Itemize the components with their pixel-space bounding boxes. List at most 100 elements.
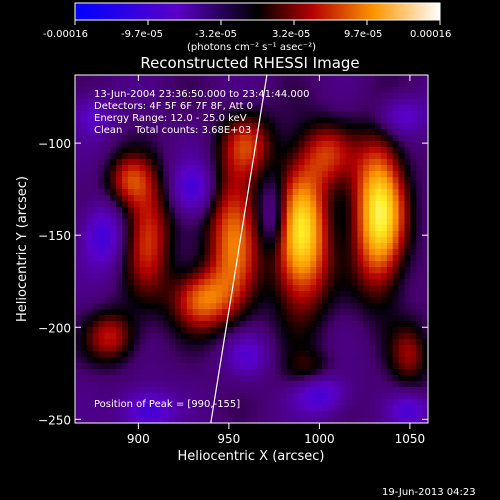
heatmap-cell bbox=[145, 297, 153, 304]
heatmap-cell bbox=[86, 87, 94, 94]
heatmap-cell bbox=[127, 315, 135, 322]
heatmap-cell bbox=[316, 123, 323, 130]
heatmap-cell bbox=[422, 399, 428, 406]
heatmap-cell bbox=[92, 219, 100, 226]
heatmap-cell bbox=[216, 411, 223, 418]
heatmap-cell bbox=[233, 327, 241, 334]
heatmap-cell bbox=[392, 345, 400, 352]
heatmap-cell bbox=[251, 399, 258, 406]
heatmap-cell bbox=[416, 297, 423, 304]
heatmap-cell bbox=[245, 375, 253, 382]
heatmap-cell bbox=[198, 183, 206, 190]
heatmap-cell bbox=[180, 189, 188, 196]
heatmap-cell bbox=[280, 393, 288, 400]
heatmap-cell bbox=[386, 249, 394, 256]
heatmap-cell bbox=[210, 99, 217, 106]
heatmap-cell bbox=[292, 141, 300, 148]
heatmap-cell bbox=[339, 357, 347, 364]
heatmap-cell bbox=[116, 141, 123, 148]
heatmap-cell bbox=[98, 345, 106, 352]
heatmap-cell bbox=[98, 147, 106, 154]
heatmap-cell bbox=[210, 321, 217, 328]
heatmap-cell bbox=[98, 201, 106, 208]
heatmap-cell bbox=[380, 303, 388, 310]
heatmap-cell bbox=[80, 273, 88, 280]
heatmap-cell bbox=[345, 285, 353, 292]
heatmap-cell bbox=[269, 387, 276, 394]
heatmap-cell bbox=[186, 75, 194, 82]
heatmap-cell bbox=[186, 249, 194, 256]
heatmap-cell bbox=[416, 129, 423, 136]
heatmap-cell bbox=[422, 195, 428, 202]
heatmap-cell bbox=[375, 201, 382, 208]
heatmap-cell bbox=[92, 237, 100, 244]
heatmap-cell bbox=[110, 273, 117, 280]
heatmap-cell bbox=[292, 105, 300, 112]
heatmap-cell bbox=[75, 387, 82, 394]
heatmap-cell bbox=[127, 243, 135, 250]
heatmap-cell bbox=[116, 345, 123, 352]
heatmap-cell bbox=[110, 285, 117, 292]
heatmap-cell bbox=[127, 393, 135, 400]
heatmap-cell bbox=[269, 363, 276, 370]
heatmap-cell bbox=[292, 345, 300, 352]
heatmap-cell bbox=[192, 351, 200, 358]
heatmap-cell bbox=[263, 225, 270, 232]
heatmap-cell bbox=[280, 285, 288, 292]
heatmap-cell bbox=[363, 243, 370, 250]
heatmap-cell bbox=[333, 213, 341, 220]
heatmap-cell bbox=[210, 261, 217, 268]
heatmap-cell bbox=[322, 351, 329, 358]
heatmap-cell bbox=[98, 297, 106, 304]
heatmap-cell bbox=[133, 237, 141, 244]
heatmap-cell bbox=[239, 153, 247, 160]
heatmap-cell bbox=[98, 105, 106, 112]
heatmap-cell bbox=[210, 369, 217, 376]
heatmap-cell bbox=[198, 285, 206, 292]
heatmap-cell bbox=[239, 351, 247, 358]
heatmap-cell bbox=[139, 111, 147, 118]
heatmap-cell bbox=[286, 165, 294, 172]
heatmap-cell bbox=[145, 171, 153, 178]
heatmap-cell bbox=[210, 267, 217, 274]
heatmap-cell bbox=[327, 255, 335, 262]
heatmap-cell bbox=[104, 357, 111, 364]
heatmap-cell bbox=[151, 219, 158, 226]
heatmap-cell bbox=[339, 111, 347, 118]
heatmap-cell bbox=[369, 267, 376, 274]
heatmap-cell bbox=[333, 357, 341, 364]
heatmap-cell bbox=[351, 363, 358, 370]
heatmap-cell bbox=[157, 237, 164, 244]
heatmap-cell bbox=[139, 81, 147, 88]
heatmap-cell bbox=[233, 201, 241, 208]
heatmap-cell bbox=[292, 291, 300, 298]
heatmap-cell bbox=[416, 123, 423, 130]
heatmap-cell bbox=[386, 261, 394, 268]
heatmap-cell bbox=[163, 255, 170, 262]
heatmap-cell bbox=[310, 75, 317, 82]
heatmap-cell bbox=[310, 147, 317, 154]
heatmap-cell bbox=[210, 105, 217, 112]
heatmap-cell bbox=[363, 171, 370, 178]
heatmap-cell bbox=[333, 333, 341, 340]
heatmap-cell bbox=[298, 345, 306, 352]
heatmap-cell bbox=[169, 291, 176, 298]
heatmap-cell bbox=[192, 147, 200, 154]
heatmap-cell bbox=[363, 393, 370, 400]
heatmap-cell bbox=[275, 285, 282, 292]
heatmap-cell bbox=[363, 135, 370, 142]
heatmap-cell bbox=[298, 393, 306, 400]
heatmap-cell bbox=[386, 339, 394, 346]
heatmap-cell bbox=[386, 321, 394, 328]
heatmap-cell bbox=[410, 189, 417, 196]
heatmap-cell bbox=[369, 249, 376, 256]
heatmap-cell bbox=[163, 261, 170, 268]
heatmap-cell bbox=[316, 291, 323, 298]
heatmap-cell bbox=[316, 141, 323, 148]
heatmap-cell bbox=[275, 189, 282, 196]
heatmap-cell bbox=[322, 273, 329, 280]
heatmap-cell bbox=[351, 237, 358, 244]
heatmap-cell bbox=[151, 267, 158, 274]
heatmap-cell bbox=[339, 195, 347, 202]
heatmap-cell bbox=[222, 249, 229, 256]
